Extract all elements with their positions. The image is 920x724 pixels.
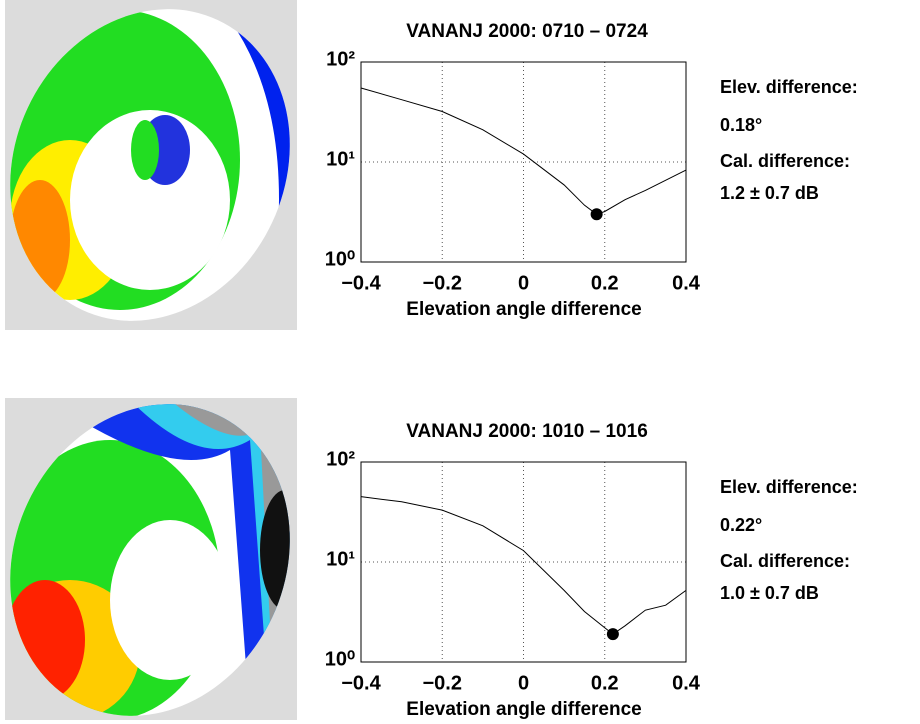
x-axis-label: Elevation angle difference bbox=[406, 699, 641, 720]
x-tick-label: 0.4 bbox=[672, 272, 701, 294]
data-line bbox=[360, 496, 687, 635]
annotation: 0.18° bbox=[720, 115, 762, 135]
annotation: Elev. difference: bbox=[720, 77, 858, 97]
x-tick-label: 0.2 bbox=[591, 672, 619, 694]
x-tick-label: −0.4 bbox=[341, 272, 381, 294]
annotation: Cal. difference: bbox=[720, 151, 850, 171]
plot-frame bbox=[360, 461, 687, 663]
x-tick-label: −0.2 bbox=[423, 272, 462, 294]
y-tick-label: 10² bbox=[326, 48, 355, 70]
x-tick-label: 0 bbox=[518, 272, 529, 294]
x-tick-label: 0 bbox=[518, 672, 529, 694]
data-line bbox=[360, 87, 687, 215]
chart-title: VANANJ 2000: 0710 – 0724 bbox=[406, 21, 648, 42]
y-tick-label: 10¹ bbox=[326, 548, 355, 570]
radar-image-bottom bbox=[0, 398, 310, 720]
y-tick-label: 10¹ bbox=[326, 148, 355, 170]
radar-image-top bbox=[0, 0, 300, 330]
minimum-marker bbox=[606, 628, 619, 641]
chart-title: VANANJ 2000: 1010 – 1016 bbox=[406, 421, 648, 442]
chart: −0.4 −0.2 0 0.2 0.4 10⁰ 10¹ 10² VANANJ 2000: 101… bbox=[325, 421, 858, 720]
plot-frame bbox=[360, 61, 687, 263]
chart: −0.4 −0.2 0 0.2 0.4 10⁰ 10¹ 10² VANANJ 2000: 071… bbox=[325, 21, 858, 320]
annotation: Elev. difference: bbox=[720, 477, 858, 497]
annotation: 0.22° bbox=[720, 515, 762, 535]
x-tick-label: 0.2 bbox=[591, 272, 619, 294]
x-tick-label: −0.2 bbox=[423, 672, 462, 694]
annotation: 1.2 ± 0.7 dB bbox=[720, 183, 819, 203]
annotation: 1.0 ± 0.7 dB bbox=[720, 583, 819, 603]
x-tick-label: −0.4 bbox=[341, 672, 381, 694]
x-axis-label: Elevation angle difference bbox=[406, 299, 641, 320]
y-tick-label: 10² bbox=[326, 448, 355, 470]
y-tick-label: 10⁰ bbox=[325, 248, 355, 270]
y-tick-label: 10⁰ bbox=[325, 648, 355, 670]
minimum-marker bbox=[590, 208, 603, 221]
annotation: Cal. difference: bbox=[720, 551, 850, 571]
x-tick-label: 0.4 bbox=[672, 672, 701, 694]
